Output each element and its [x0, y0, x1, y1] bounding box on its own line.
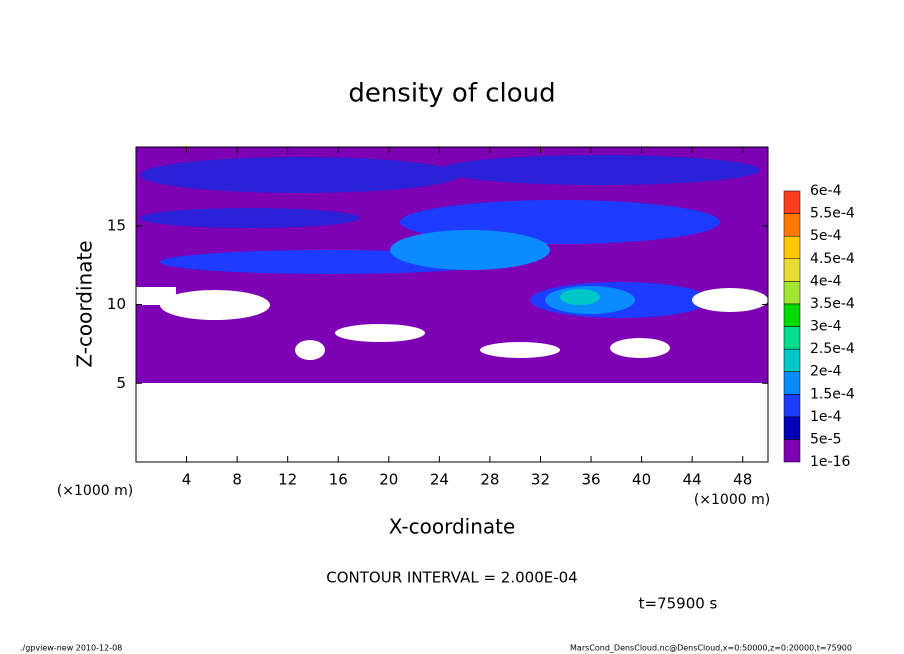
colorbar-box [783, 394, 801, 418]
colorbar-box [783, 416, 801, 440]
y-tick-label: 5 [116, 374, 126, 392]
x-tick-label: 48 [733, 471, 752, 489]
footer-right: MarsCond_DensCloud.nc@DensCloud,x=0:5000… [570, 644, 852, 653]
x-tick-label: 20 [379, 471, 398, 489]
chart-title: density of cloud [348, 79, 555, 109]
contour-interval: CONTOUR INTERVAL = 2.000E-04 [326, 569, 577, 587]
colorbar-label: 1e-16 [810, 454, 850, 470]
colorbar-label: 2e-4 [810, 364, 842, 380]
colorbar-box [783, 258, 801, 282]
x-tick-label: 16 [329, 471, 348, 489]
x-tick-label: 24 [430, 471, 449, 489]
x-tick-label: 32 [531, 471, 550, 489]
colorbar-box [783, 348, 801, 372]
colorbar-label: 3.5e-4 [810, 296, 855, 312]
colorbar-box [783, 303, 801, 327]
x-tick-label: 44 [683, 471, 702, 489]
colorbar-label: 1e-4 [810, 409, 842, 425]
y-axis-label: Z-coordinate [73, 240, 97, 367]
colorbar-label: 5.5e-4 [810, 206, 855, 222]
colorbar-label: 3e-4 [810, 319, 842, 335]
colorbar-box [783, 235, 801, 260]
colorbar-label: 2.5e-4 [810, 341, 855, 357]
x-tick-label: 28 [480, 471, 499, 489]
x-unit-label: (×1000 m) [57, 483, 133, 499]
colorbar-label: 5e-5 [810, 431, 841, 447]
y-tick-label: 15 [107, 216, 126, 234]
colorbar-box [783, 190, 801, 214]
x-tick-label: 4 [182, 471, 192, 489]
colorbar-label: 4.5e-4 [810, 251, 855, 267]
x-axis-label: X-coordinate [389, 515, 516, 539]
x-tick-label: 36 [581, 471, 600, 489]
time-label: t=75900 s [639, 595, 718, 613]
colorbar-box [783, 371, 801, 395]
colorbar-box [783, 326, 801, 350]
colorbar-label: 5e-4 [810, 228, 842, 244]
colorbar-label: 1.5e-4 [810, 386, 855, 402]
colorbar-box [783, 281, 801, 305]
colorbar-box [783, 213, 801, 237]
x-tick-label: 8 [232, 471, 242, 489]
y-tick-label: 10 [107, 295, 126, 313]
colorbar-label: 6e-4 [810, 183, 842, 199]
contour-field [136, 147, 768, 383]
colorbar-label: 4e-4 [810, 273, 842, 289]
x-tick-label: 40 [632, 471, 651, 489]
footer-left: ./gpview-new 2010-12-08 [20, 644, 122, 653]
x-tick-label: 12 [278, 471, 297, 489]
colorbar-box [783, 439, 801, 463]
x-unit-label: (×1000 m) [694, 492, 770, 508]
